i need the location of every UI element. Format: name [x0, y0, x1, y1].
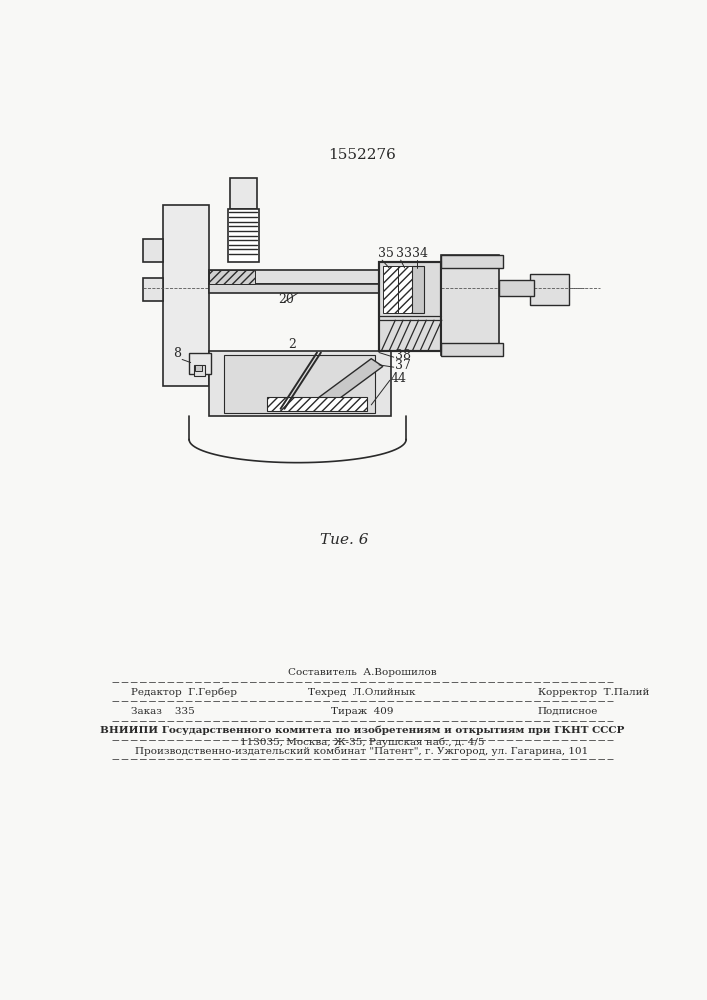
- Bar: [209, 270, 255, 284]
- Bar: [441, 343, 503, 356]
- Bar: [383, 266, 398, 312]
- Text: Тираж  409: Тираж 409: [331, 707, 393, 716]
- Text: Производственно-издательский комбинат "Патент", г. Ужгород, ул. Гагарина, 101: Производственно-издательский комбинат "П…: [135, 747, 588, 756]
- Bar: [230, 178, 257, 209]
- Bar: [530, 274, 569, 305]
- Text: 2: 2: [288, 338, 296, 351]
- Bar: [209, 270, 395, 284]
- Bar: [228, 209, 259, 262]
- Bar: [195, 365, 201, 371]
- Text: Заказ    335: Заказ 335: [131, 707, 194, 716]
- Bar: [209, 284, 395, 293]
- Bar: [144, 239, 163, 262]
- Text: Корректор  Т.Палий: Корректор Т.Палий: [538, 688, 649, 697]
- Text: Составитель  А.Ворошилов: Составитель А.Ворошилов: [288, 668, 436, 677]
- Text: 37: 37: [395, 359, 410, 372]
- Text: 8: 8: [174, 347, 182, 360]
- Polygon shape: [317, 359, 383, 406]
- Bar: [412, 266, 424, 312]
- Bar: [209, 351, 391, 416]
- Bar: [189, 353, 211, 374]
- Bar: [267, 397, 368, 411]
- Text: 44: 44: [391, 372, 407, 385]
- Text: 113035, Москва, Ж-35, Раушская наб., д. 4/5: 113035, Москва, Ж-35, Раушская наб., д. …: [240, 737, 484, 747]
- Bar: [224, 355, 375, 413]
- Bar: [194, 365, 204, 376]
- Bar: [398, 266, 412, 312]
- Text: Подписное: Подписное: [538, 707, 598, 716]
- Bar: [379, 262, 441, 351]
- Text: Техред  Л.Олийнык: Техред Л.Олийнык: [308, 688, 416, 697]
- Bar: [441, 255, 499, 355]
- Bar: [379, 262, 441, 351]
- Text: 34: 34: [412, 247, 428, 260]
- Text: 33: 33: [396, 247, 412, 260]
- Text: 38: 38: [395, 349, 411, 362]
- Text: 35: 35: [378, 247, 394, 260]
- Bar: [499, 286, 546, 293]
- Text: 20: 20: [279, 293, 294, 306]
- Bar: [499, 280, 534, 296]
- Text: Τие. 6: Τие. 6: [320, 533, 368, 547]
- Bar: [144, 278, 163, 301]
- Text: 1552276: 1552276: [328, 148, 396, 162]
- Text: Редактор  Г.Гербер: Редактор Г.Гербер: [131, 687, 237, 697]
- Bar: [441, 255, 503, 268]
- Text: ВНИИПИ Государственного комитета по изобретениям и открытиям при ГКНТ СССР: ВНИИПИ Государственного комитета по изоб…: [100, 726, 624, 735]
- Bar: [163, 205, 209, 386]
